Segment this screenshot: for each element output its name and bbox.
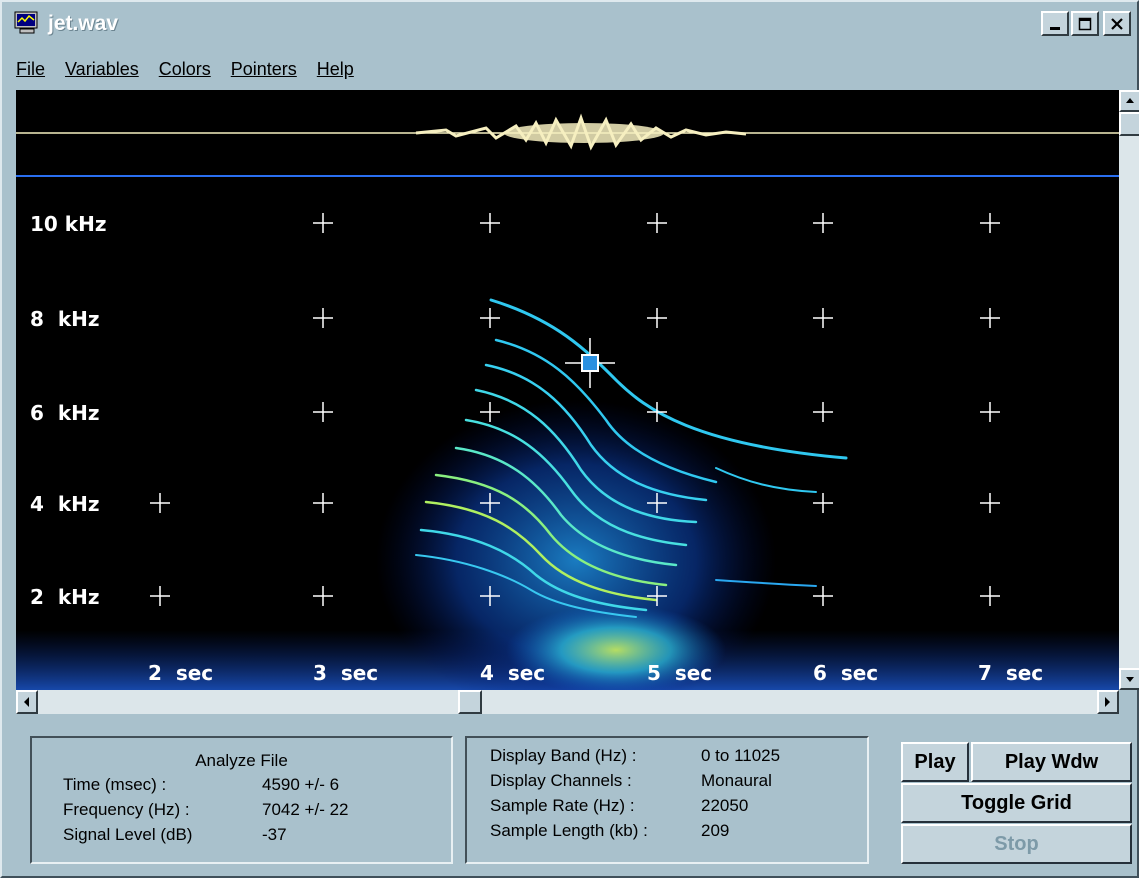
freq-label-2k: 2 kHz <box>30 585 100 609</box>
display-band-value: 0 to 11025 <box>701 746 781 765</box>
menu-help[interactable]: Help <box>307 54 364 84</box>
harmonics <box>415 298 848 618</box>
freq-label-8k: 8 kHz <box>30 307 100 331</box>
window-title: jet.wav <box>48 12 119 35</box>
time-label-6s: 6 sec <box>813 661 878 685</box>
menu-colors[interactable]: Colors <box>149 54 221 84</box>
minimize-button[interactable] <box>1041 11 1069 36</box>
time-label-5s: 5 sec <box>647 661 712 685</box>
display-info-panel: Display Band (Hz) : 0 to 11025 Display C… <box>465 736 869 864</box>
maximize-icon <box>1078 17 1092 30</box>
display-channels-label: Display Channels : <box>490 771 632 790</box>
arrow-left-icon <box>24 697 29 707</box>
spectrogram-canvas[interactable]: 10 kHz 8 kHz 6 kHz 4 kHz 2 kHz 2 sec 3 s… <box>16 90 1119 690</box>
time-value: 4590 +/- 6 <box>262 775 340 794</box>
time-label-3s: 3 sec <box>313 661 378 685</box>
waveform-trace <box>415 113 747 151</box>
display-channels-value: Monaural <box>701 771 772 790</box>
grid-markers <box>150 213 1000 606</box>
time-label: Time (msec) : <box>63 775 167 794</box>
scroll-down-button[interactable] <box>1119 668 1139 690</box>
menu-file-label: File <box>16 59 46 79</box>
title-bar[interactable]: jet.wav <box>6 6 1135 40</box>
time-label-7s: 7 sec <box>978 661 1043 685</box>
vertical-scrollbar[interactable] <box>1119 90 1139 690</box>
time-label-4s: 4 sec <box>480 661 545 685</box>
toggle-grid-button[interactable]: Toggle Grid <box>901 783 1132 823</box>
play-window-button[interactable]: Play Wdw <box>971 742 1132 782</box>
app-icon <box>14 11 38 34</box>
menu-variables[interactable]: Variables <box>55 54 149 84</box>
sample-length-value: 209 <box>701 821 730 840</box>
arrow-down-icon <box>1126 677 1134 682</box>
horizontal-scrollbar[interactable] <box>16 690 1119 714</box>
sample-rate-label: Sample Rate (Hz) : <box>490 796 635 815</box>
sample-rate-value: 22050 <box>701 796 749 815</box>
crosshair-cursor[interactable] <box>565 338 615 388</box>
display-band-label: Display Band (Hz) : <box>490 746 637 765</box>
arrow-right-icon <box>1105 697 1110 707</box>
minimize-icon <box>1050 26 1060 30</box>
menu-colors-label: Colors <box>158 59 211 79</box>
analyze-file-panel: Analyze File Time (msec) : 4590 +/- 6 Fr… <box>30 736 453 864</box>
freq-label-10k: 10 kHz <box>30 212 106 236</box>
close-icon <box>1111 17 1123 30</box>
time-label-2s: 2 sec <box>148 661 213 685</box>
frequency-value: 7042 +/- 22 <box>262 800 349 819</box>
menu-pointers-label: Pointers <box>230 59 297 79</box>
menu-pointers[interactable]: Pointers <box>221 54 307 84</box>
menu-help-label: Help <box>316 59 354 79</box>
menu-bar: File Variables Colors Pointers Help <box>6 54 364 84</box>
sample-length-label: Sample Length (kb) : <box>490 821 648 840</box>
frequency-label: Frequency (Hz) : <box>63 800 190 819</box>
signal-level-label: Signal Level (dB) <box>63 825 193 844</box>
menu-file[interactable]: File <box>6 54 55 84</box>
analyze-title: Analyze File <box>195 751 288 770</box>
scroll-up-button[interactable] <box>1119 90 1139 112</box>
stop-button: Stop <box>901 824 1132 864</box>
play-button[interactable]: Play <box>901 742 969 782</box>
freq-label-6k: 6 kHz <box>30 401 100 425</box>
energy-core <box>506 605 726 690</box>
menu-variables-label: Variables <box>65 59 139 79</box>
waveform-envelope <box>504 123 664 143</box>
close-button[interactable] <box>1103 11 1131 36</box>
signal-level-value: -37 <box>262 825 287 844</box>
maximize-button[interactable] <box>1071 11 1099 36</box>
arrow-up-icon <box>1126 98 1134 103</box>
vertical-scroll-thumb[interactable] <box>1119 112 1139 136</box>
scroll-right-button[interactable] <box>1097 690 1119 714</box>
freq-label-4k: 4 kHz <box>30 492 100 516</box>
horizontal-scroll-thumb[interactable] <box>458 690 482 714</box>
spectrogram-view[interactable]: 10 kHz 8 kHz 6 kHz 4 kHz 2 kHz 2 sec 3 s… <box>16 90 1119 690</box>
scroll-left-button[interactable] <box>16 690 38 714</box>
